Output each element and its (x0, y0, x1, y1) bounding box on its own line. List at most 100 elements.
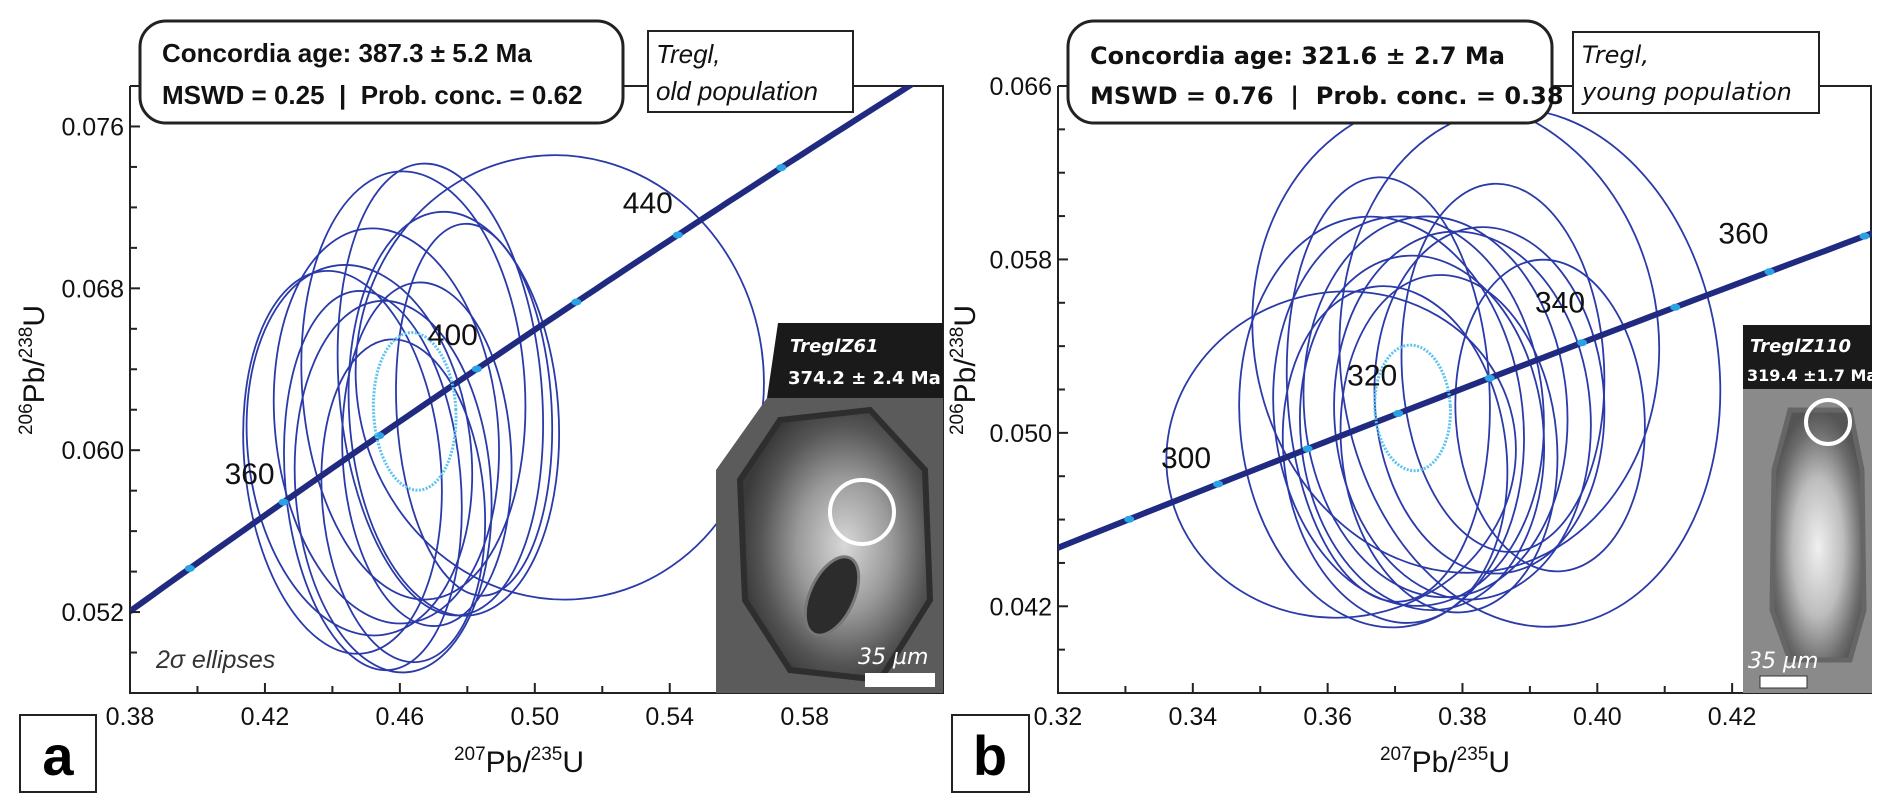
panel-b-y-ticks: 0.042 0.050 0.058 0.066 (989, 73, 1068, 694)
panel-b-sample-name: Tregl, (1582, 41, 1649, 69)
inset-a-grain (736, 406, 934, 684)
y-tick-label: 0.042 (989, 593, 1052, 621)
x-tick-label: 0.40 (1573, 703, 1622, 731)
inset-b-label-box (1743, 325, 1872, 389)
age-marker (1764, 268, 1775, 276)
inset-a: TreglZ61 374.2 ± 2.4 Ma 35 µm (716, 323, 943, 693)
concordia-age-label: 440 (623, 187, 673, 220)
concordia-age-label: 300 (1161, 442, 1211, 475)
x-tick-label: 0.34 (1168, 703, 1217, 731)
panel-a-population: old population (656, 76, 818, 106)
concordia-age-label: 340 (1535, 287, 1585, 320)
panel-a-y-ticks: 0.052 0.060 0.068 0.076 (61, 85, 140, 694)
age-marker (1302, 445, 1313, 453)
age-marker (1213, 480, 1224, 488)
age-marker (1393, 410, 1404, 418)
x-tick-label: 0.36 (1303, 703, 1352, 731)
panel-a-letter: a (42, 724, 74, 787)
error-ellipse (395, 222, 554, 597)
panel-a-sample-label-box (647, 30, 854, 113)
age-marker (184, 564, 195, 572)
inset-b-grain-age: 319.4 ±1.7 Ma (1747, 366, 1877, 385)
y-tick-label: 0.058 (989, 246, 1052, 274)
panel-a-concordia-age: Concordia age: 387.3 ± 5.2 Ma (162, 38, 532, 68)
concordia-age-label: 320 (1347, 360, 1397, 393)
x-tick-label: 0.42 (1708, 703, 1757, 731)
panel-b-concordia-ellipse-group (1373, 343, 1452, 473)
inset-b-spot-circle (1804, 398, 1852, 446)
inset-b-scale-label: 35 µm (1748, 649, 1818, 674)
panel-b-letter: b (973, 724, 1007, 787)
panel-b-stats-box (1066, 19, 1554, 125)
panel-a-x-axis-title: 207Pb/235U (454, 744, 584, 779)
panel-a-x-ticks: 0.38 0.42 0.46 0.50 0.54 0.58 (106, 683, 941, 731)
inset-b-scale-bar (1759, 675, 1808, 689)
panel-b-x-axis-title: 207Pb/235U (1380, 744, 1510, 779)
y-tick-label: 0.050 (989, 420, 1052, 448)
inset-b-grain-name: TreglZ110 (1750, 336, 1851, 357)
concordia-age-label: 400 (428, 319, 478, 352)
y-tick-label: 0.068 (61, 275, 124, 303)
age-marker (571, 298, 582, 306)
age-marker (1124, 515, 1135, 523)
inset-b: TreglZ110 319.4 ±1.7 Ma 35 µm (1743, 325, 1877, 693)
error-ellipse (354, 154, 765, 601)
inset-a-core (803, 555, 861, 637)
x-tick-label: 0.58 (780, 703, 829, 731)
error-ellipse (347, 210, 561, 617)
age-marker (471, 365, 482, 373)
panel-b-age-labels: 300 320 340 360 (1161, 218, 1768, 475)
inset-a-label-box (767, 323, 943, 398)
x-tick-label: 0.42 (241, 703, 290, 731)
panel-a-ellipse-note: 2σ ellipses (155, 646, 275, 674)
error-ellipse (1339, 274, 1559, 614)
panel-a-letter-box (19, 714, 97, 793)
x-tick-label: 0.54 (645, 703, 694, 731)
age-marker (278, 498, 289, 506)
panel-a-concordia-ellipse-group (371, 331, 458, 492)
panel-b-concordia-age: Concordia age: 321.6 ± 2.7 Ma (1090, 42, 1505, 70)
error-ellipse (1454, 258, 1646, 573)
age-marker (672, 231, 683, 239)
panel-a-sample-name: Tregl, (656, 39, 721, 69)
error-ellipse (1238, 215, 1525, 629)
x-tick-label: 0.38 (1438, 703, 1487, 731)
age-marker (776, 164, 787, 172)
inset-a-spot-circle (828, 478, 896, 546)
panel-b-ellipses (1165, 96, 1722, 629)
panel-b-mswd: MSWD = 0.76 | Prob. conc. = 0.38 (1090, 82, 1564, 110)
inset-a-grain-name: TreglZ61 (790, 336, 879, 357)
x-tick-label: 0.46 (376, 703, 425, 731)
panel-b-sample-label-box (1572, 31, 1820, 114)
error-ellipse (1281, 285, 1509, 624)
error-ellipse (320, 338, 487, 664)
inset-b-grain (1769, 407, 1867, 663)
y-tick-label: 0.076 (61, 113, 124, 141)
error-ellipse (272, 227, 500, 625)
y-tick-label: 0.052 (61, 599, 124, 627)
error-ellipse (245, 264, 474, 637)
panel-a-stats-box (138, 19, 625, 125)
error-ellipse (242, 270, 443, 655)
inset-a-scale-bar (865, 673, 935, 687)
panel-b-y-axis-title: 206Pb/238U (947, 305, 982, 435)
error-ellipse (1400, 182, 1606, 553)
age-marker (1859, 232, 1870, 240)
panel-a-mswd: MSWD = 0.25 | Prob. conc. = 0.62 (162, 80, 583, 110)
panel-a-y-axis-title: 206Pb/238U (16, 305, 51, 435)
age-marker (1670, 303, 1681, 311)
error-ellipse (1333, 230, 1592, 601)
age-marker (93, 631, 103, 638)
y-tick-label: 0.060 (61, 437, 124, 465)
concordia-age-label: 360 (225, 458, 275, 491)
error-ellipse (1302, 215, 1569, 599)
panel-b-letter-box (951, 714, 1030, 793)
y-tick-label: 0.066 (989, 73, 1052, 101)
concordia-age-ellipse (371, 331, 458, 492)
concordia-age-ellipse (1373, 343, 1452, 473)
